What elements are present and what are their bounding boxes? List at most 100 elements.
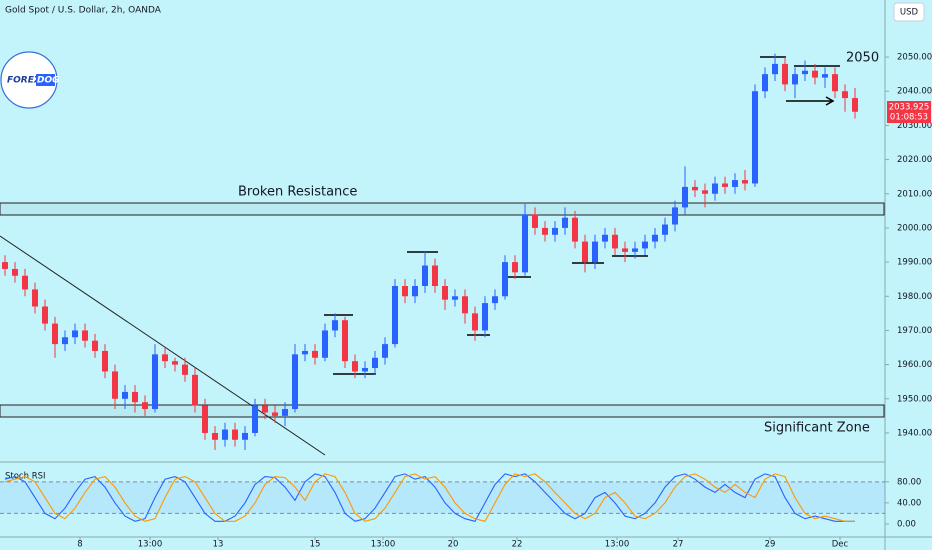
candle-body [792, 74, 798, 85]
x-tick-label: 22 [512, 540, 523, 550]
candle-body [282, 409, 288, 416]
candle-body [122, 391, 128, 399]
candle-body [512, 262, 518, 273]
candle-body [842, 91, 848, 99]
candle-body [392, 286, 398, 345]
candle-body [212, 432, 218, 440]
candle-body [22, 275, 28, 290]
currency-box[interactable] [893, 2, 925, 22]
y-tick-label: 2030.000 [897, 121, 932, 131]
candle-body [802, 70, 808, 75]
candle-body [322, 330, 328, 358]
candle-body [822, 74, 828, 78]
logo-circle [0, 51, 58, 109]
level-markers [324, 56, 840, 375]
last-price-box [887, 100, 931, 123]
candle-body [572, 217, 578, 242]
significant-zone [0, 404, 885, 418]
candle-body [682, 186, 688, 208]
candle-body [472, 313, 478, 331]
candle-body [332, 320, 338, 331]
x-tick-label: 27 [673, 540, 684, 550]
candle-body [292, 354, 298, 410]
candle-body [522, 214, 528, 273]
candle-body [252, 405, 258, 433]
x-tick-label: 29 [765, 540, 776, 550]
x-tick-label: 8 [77, 540, 82, 550]
candle-body [152, 354, 158, 410]
y-tick-label: 1940.000 [897, 428, 932, 438]
candle-body [302, 350, 308, 355]
candle-body [812, 70, 818, 78]
candle-body [2, 262, 8, 269]
candle-body [12, 268, 18, 276]
candle-body [352, 361, 358, 372]
candle-body [702, 190, 708, 194]
candle-body [92, 340, 98, 351]
candle-body [262, 405, 268, 413]
stoch-band [0, 481, 885, 514]
candle-body [532, 214, 538, 228]
currency[interactable]: USD [900, 8, 919, 18]
y-tick-label: 2010.000 [897, 189, 932, 199]
candle-body [852, 98, 858, 112]
candle-body [832, 74, 838, 92]
candle-body [742, 180, 748, 184]
last-price: 2033.925 [889, 102, 930, 112]
candle-body [762, 74, 768, 92]
candle-body [82, 330, 88, 341]
x-tick-label: 13:00 [371, 540, 396, 550]
candle-body [652, 234, 658, 242]
candle-body [622, 248, 628, 252]
candle-body [72, 330, 78, 338]
y-tick-label: 1980.000 [897, 292, 932, 302]
candle-body [42, 306, 48, 324]
y-tick-label: 1970.000 [897, 326, 932, 336]
candle-body [592, 241, 598, 263]
candle-body [752, 91, 758, 184]
candle-body [112, 371, 118, 399]
y-tick-label: 40.00 [897, 498, 921, 508]
candle-body [222, 429, 228, 440]
candle-body [172, 361, 178, 365]
candle-body [232, 429, 238, 440]
candle-body [542, 227, 548, 235]
candle-body [242, 432, 248, 440]
candle-body [602, 234, 608, 242]
trend-line [0, 235, 326, 456]
candle-body [192, 374, 198, 406]
candle-body [182, 364, 188, 375]
stoch-line [4, 473, 855, 522]
candle-body [412, 286, 418, 297]
candle-body [672, 207, 678, 225]
candle-body [712, 183, 718, 194]
candle-body [342, 320, 348, 362]
candle-body [462, 296, 468, 314]
candle-body [382, 344, 388, 358]
candle-body [442, 286, 448, 300]
y-tick-label: 2040.000 [897, 87, 932, 97]
candle-body [312, 350, 318, 358]
y-tick-label: 2020.000 [897, 155, 932, 165]
logo-text: DOG [37, 76, 60, 86]
candle-body [642, 241, 648, 249]
y-tick-label: 1990.000 [897, 258, 932, 268]
candle-body [612, 234, 618, 249]
candle-body [272, 412, 278, 416]
annotation: Significant Zone [764, 421, 870, 436]
resistance-zone [0, 202, 885, 216]
x-tick-label: 13 [213, 540, 224, 550]
candle-body [52, 323, 58, 345]
annotation: 2050 [846, 51, 879, 66]
candle-body [492, 296, 498, 304]
y-tick-label: 1960.000 [897, 360, 932, 370]
stoch-line [4, 473, 855, 522]
candle-body [132, 391, 138, 403]
y-tick-label: 1950.000 [897, 394, 932, 404]
logo-box [36, 74, 55, 86]
x-tick-label: 20 [448, 540, 459, 550]
candle-body [502, 262, 508, 297]
x-tick-label: 13:00 [138, 540, 163, 550]
candle-body [452, 296, 458, 300]
